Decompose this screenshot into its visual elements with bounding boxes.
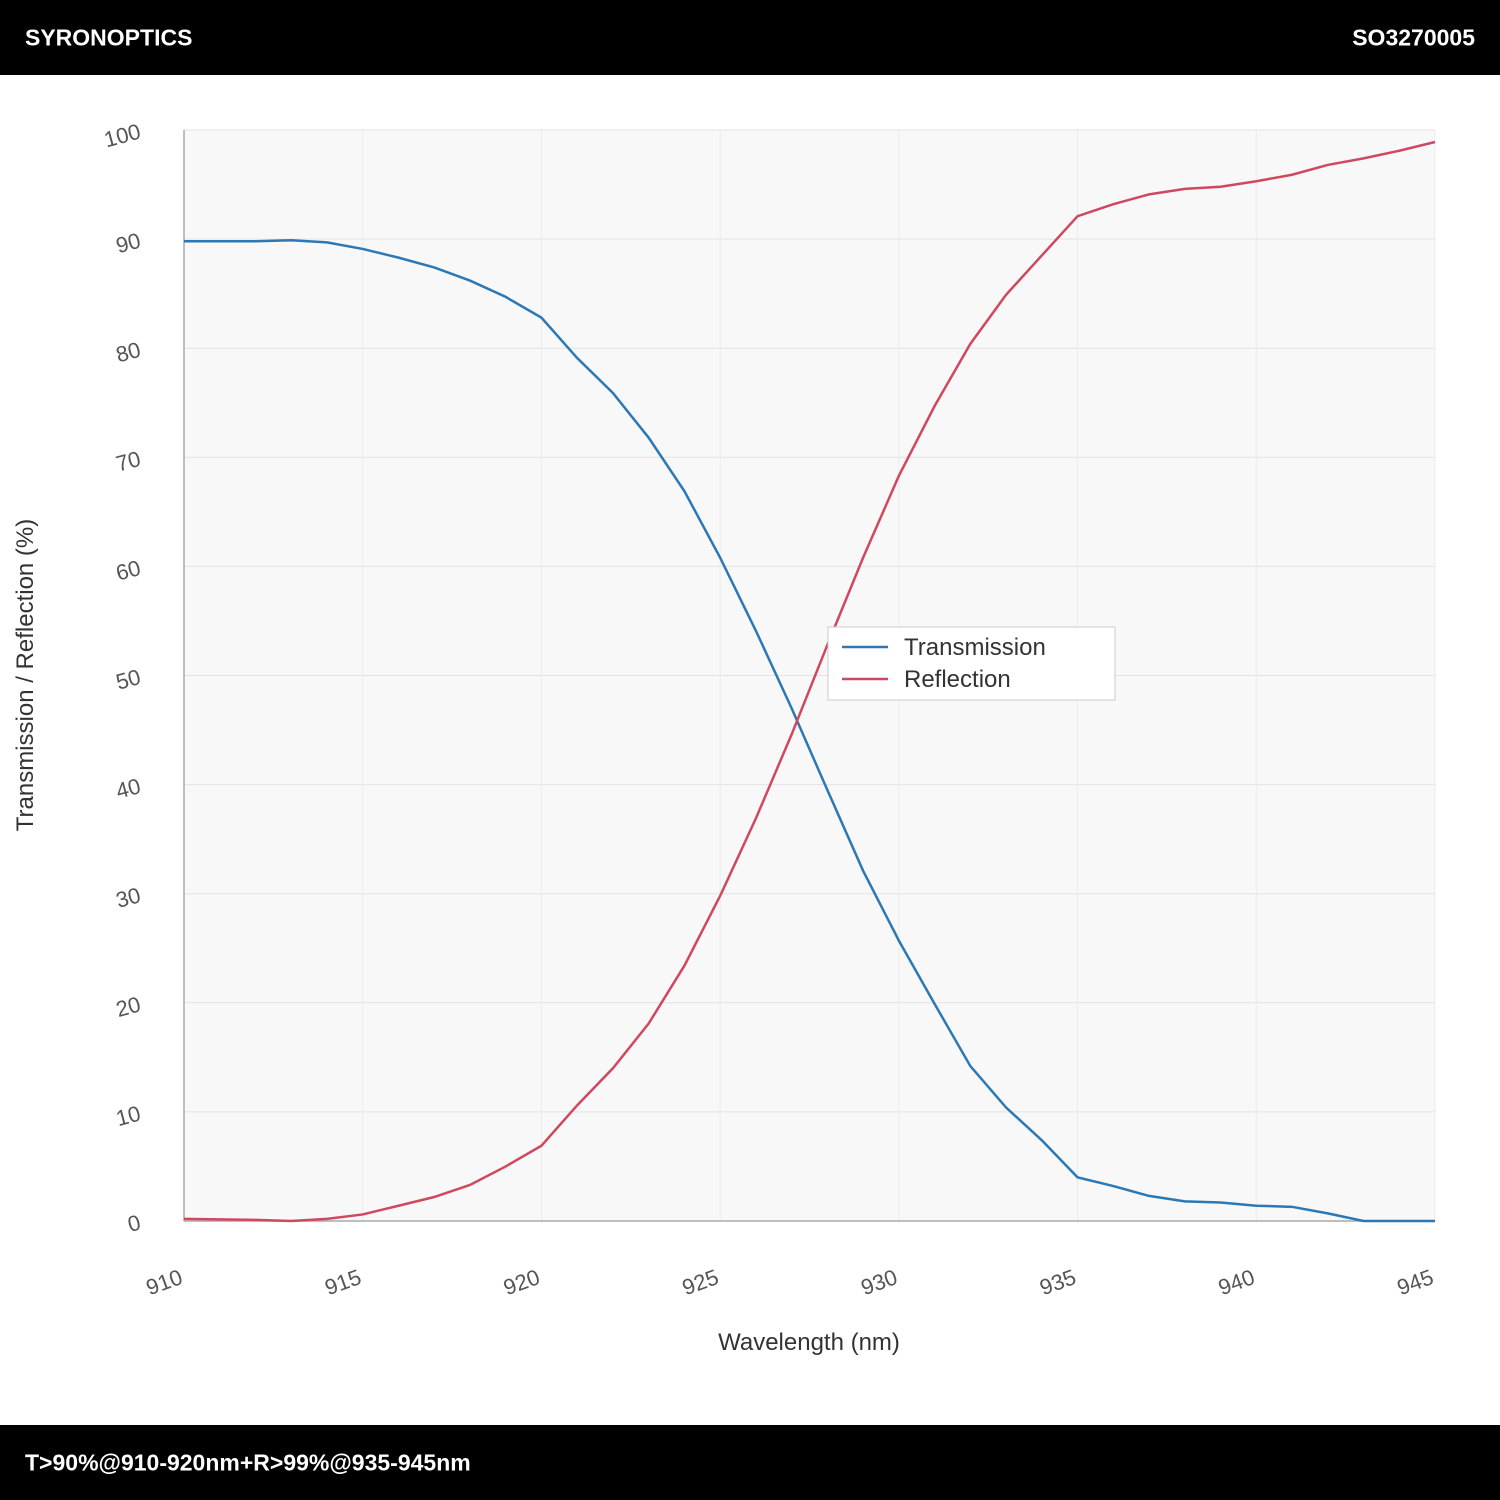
legend-label: Reflection [904, 666, 1011, 693]
x-tick-label: 935 [1036, 1264, 1079, 1300]
y-tick-label: 80 [113, 337, 143, 367]
x-tick-label: 925 [679, 1264, 722, 1300]
y-tick-label: 90 [113, 228, 143, 258]
y-axis-label: Transmission / Reflection (%) [12, 519, 39, 832]
y-tick-label: 30 [113, 882, 143, 912]
x-tick-label: 940 [1215, 1264, 1258, 1300]
series-line [184, 238, 1435, 1223]
y-tick-label: 0 [125, 1210, 143, 1237]
x-axis-label: Wavelength (nm) [718, 1329, 900, 1356]
y-tick-label: 100 [101, 119, 143, 153]
x-tick-label: 930 [858, 1264, 901, 1300]
code: SO3270005 [1352, 24, 1475, 50]
header: SYRONOPTICS SO3270005 [0, 0, 1500, 75]
spec: T>90%@910-920nm+R>99%@935-945nm [25, 1449, 471, 1475]
series-line [183, 140, 1436, 1223]
x-tick-label: 945 [1394, 1264, 1437, 1300]
x-tick-label: 910 [143, 1264, 186, 1300]
legend-box [827, 626, 1116, 701]
legend-label: Transmission [904, 634, 1046, 661]
x-tick-label: 915 [321, 1264, 364, 1300]
chart: Wavelength (nm) Transmission / Reflectio… [12, 119, 1437, 1356]
y-tick-label: 40 [113, 773, 143, 803]
y-tick-label: 70 [113, 446, 143, 476]
x-tick-label: 920 [500, 1264, 543, 1300]
y-tick-label: 20 [113, 991, 143, 1021]
footer: T>90%@910-920nm+R>99%@935-945nm [0, 1425, 1500, 1500]
y-tick-label: 50 [113, 664, 143, 694]
y-tick-label: 60 [113, 555, 143, 585]
y-tick-label: 10 [113, 1101, 143, 1131]
brand: SYRONOPTICS [25, 24, 193, 50]
